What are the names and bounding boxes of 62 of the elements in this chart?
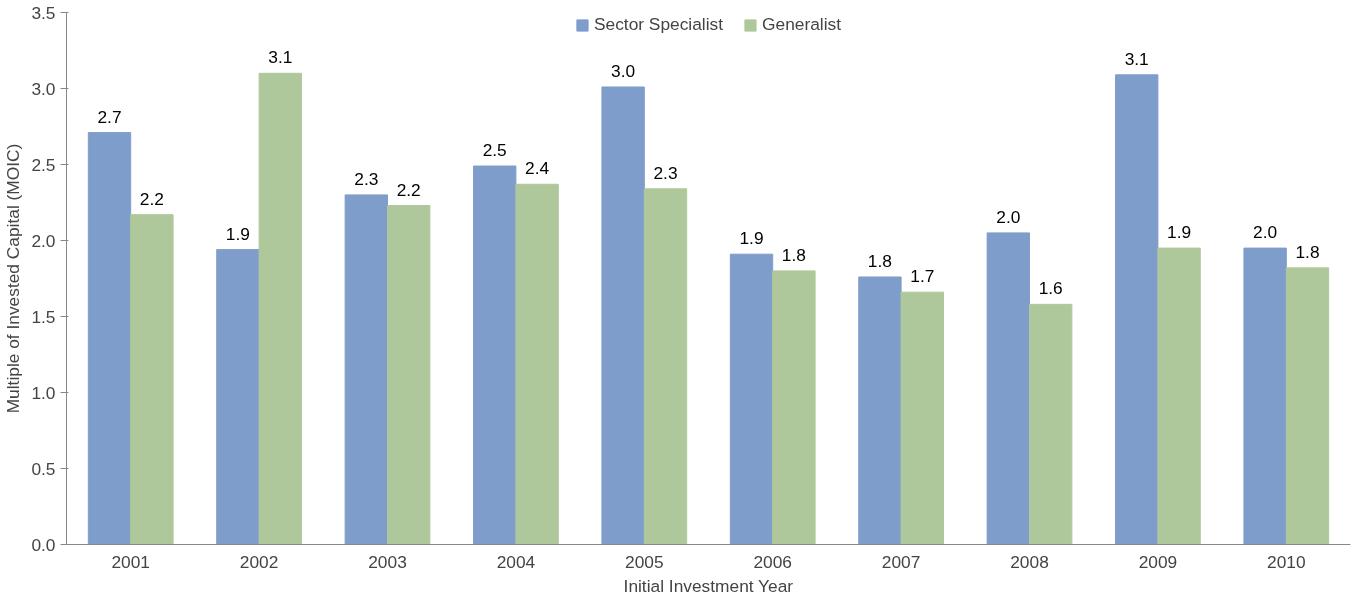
y-tick-label: 0.0 [31,534,56,555]
x-tick-label: 2002 [239,551,279,572]
y-tick-label: 0.5 [31,458,56,479]
x-tick-label: 2010 [1267,551,1306,572]
data-label: 2.2 [396,179,421,200]
bar [87,132,132,545]
data-label: 1.9 [1167,222,1192,243]
bar [772,270,816,545]
legend-label: Generalist [762,14,842,35]
x-tick-label: 2001 [111,551,150,572]
data-label: 2.3 [354,168,379,189]
bar [1243,247,1287,545]
bar [1285,267,1330,545]
x-tick-label: 2009 [1138,551,1178,572]
bar [130,214,174,545]
y-tick-label: 3.5 [31,2,56,23]
x-tick-label: 2004 [496,551,536,572]
bar [473,165,517,545]
x-tick-label: 2008 [1010,551,1049,572]
data-label: 1.9 [225,223,250,244]
data-label: 1.8 [1295,241,1320,262]
y-tick-label: 2.5 [31,154,56,175]
bar [643,188,688,545]
bar [515,183,559,545]
bar [387,205,431,545]
x-tick-label: 2007 [881,551,921,572]
data-label: 1.9 [739,228,764,249]
legend-label: Sector Specialist [593,14,724,35]
data-label: 3.1 [268,47,293,68]
data-label: 1.6 [1038,278,1063,299]
bar [601,86,645,545]
y-tick-label: 1.5 [31,306,56,327]
y-tick-label: 1.0 [31,382,56,403]
data-label: 2.2 [139,188,164,209]
data-label: 2.0 [1253,222,1278,243]
data-label: 1.7 [910,266,935,287]
data-label: 1.8 [781,244,806,265]
x-tick-label: 2006 [753,551,792,572]
bar [216,249,260,545]
data-label: 2.4 [525,158,550,179]
data-label: 2.5 [482,140,507,161]
bar [258,72,302,545]
data-label: 2.0 [996,206,1021,227]
bar [1029,303,1073,545]
bar [344,194,388,545]
bar [729,253,774,545]
bar [1157,247,1201,545]
data-label: 3.0 [611,60,636,81]
data-label: 2.3 [653,162,678,183]
y-tick-label: 3.0 [31,78,56,99]
y-tick-label: 2.0 [31,230,56,251]
bar [1115,74,1159,545]
bar [900,291,944,545]
bar [858,276,902,545]
data-label: 1.8 [867,250,892,271]
x-axis-title: Initial Investment Year [623,575,794,596]
data-label: 3.1 [1124,48,1149,69]
bar [986,232,1030,545]
x-tick-label: 2005 [625,551,664,572]
data-label: 2.7 [97,106,122,127]
y-axis-title: Multiple of Invested Capital (MOIC) [3,143,24,414]
x-tick-label: 2003 [368,551,407,572]
